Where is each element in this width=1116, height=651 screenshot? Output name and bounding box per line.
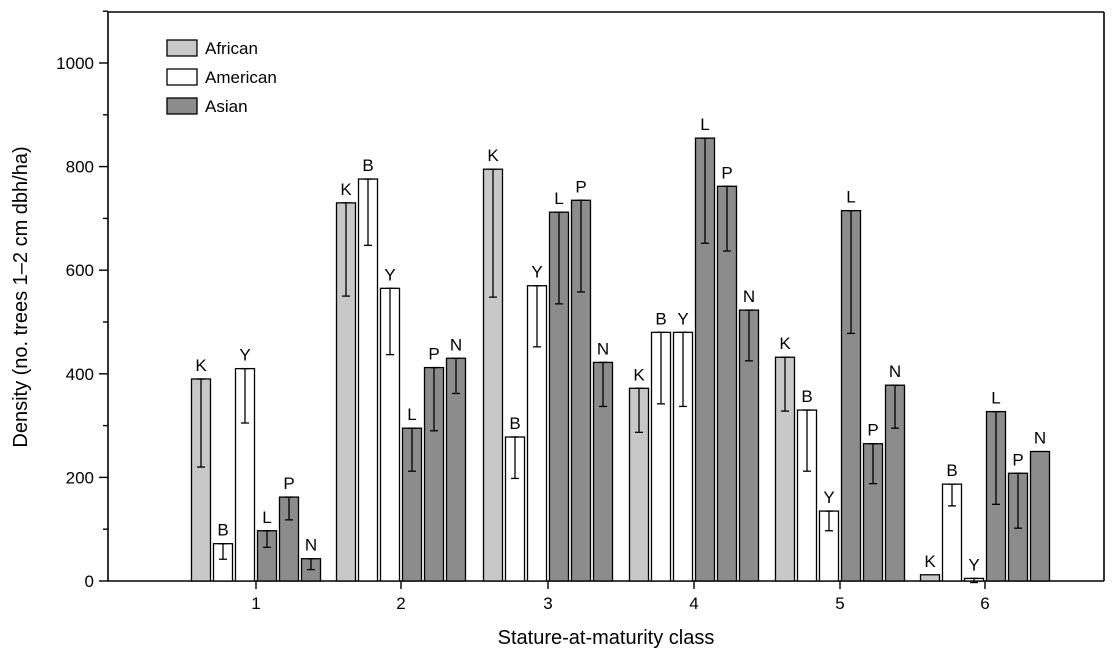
bar-label-g3-Y: Y	[531, 263, 542, 282]
y-axis-title: Density (no. trees 1–2 cm dbh/ha)	[10, 146, 32, 447]
bar-label-g6-Y: Y	[968, 555, 979, 574]
bar-label-g6-P: P	[1012, 450, 1023, 469]
error-bar-g3-N	[599, 361, 607, 408]
x-tick-label-4: 4	[689, 594, 698, 613]
error-bar-g4-N	[745, 309, 753, 362]
error-bar-g4-B	[657, 331, 665, 405]
error-bar-g1-K	[197, 378, 205, 468]
bar-label-g3-B: B	[509, 414, 520, 433]
bar-label-g3-K: K	[487, 146, 499, 165]
error-bar-g2-K	[342, 202, 350, 297]
bar-label-g5-P: P	[867, 421, 878, 440]
bar-label-g5-L: L	[846, 188, 855, 207]
error-bar-g5-P	[869, 443, 877, 485]
bar-label-g2-K: K	[340, 180, 352, 199]
error-bar-g3-L	[555, 211, 563, 305]
error-bar-g1-P	[285, 496, 293, 521]
x-axis-title: Stature-at-maturity class	[498, 627, 715, 649]
bar-label-g3-N: N	[597, 339, 609, 358]
error-bar-g6-B	[948, 483, 956, 507]
legend-label-african: African	[205, 39, 258, 58]
bar-label-g6-K: K	[924, 552, 936, 571]
bar-label-g6-B: B	[946, 461, 957, 480]
error-bar-g1-Y	[241, 367, 249, 424]
error-bar-g3-P	[577, 199, 585, 293]
x-tick-label-3: 3	[543, 594, 552, 613]
x-tick-label-6: 6	[980, 594, 989, 613]
error-bar-g2-Y	[386, 287, 394, 356]
error-bar-g3-K	[489, 168, 497, 298]
y-tick-label-800: 800	[66, 158, 94, 177]
bar-label-g5-Y: Y	[823, 488, 834, 507]
error-bar-g6-P	[1014, 472, 1022, 529]
error-bar-g2-P	[430, 366, 438, 432]
bar-label-g4-P: P	[721, 163, 732, 182]
bar-label-g4-K: K	[633, 365, 645, 384]
bar-label-g1-N: N	[305, 536, 317, 555]
bar-label-g2-N: N	[450, 335, 462, 354]
error-bar-g5-N	[891, 384, 899, 429]
legend: African American Asian	[166, 39, 277, 116]
error-bar-g4-K	[635, 387, 643, 433]
legend-swatch-asian	[166, 97, 198, 115]
error-bar-g4-L	[701, 137, 709, 244]
error-bar-g4-P	[723, 185, 731, 252]
bar-label-g2-Y: Y	[384, 265, 395, 284]
bar-label-g3-P: P	[575, 177, 586, 196]
y-tick-label-400: 400	[66, 365, 94, 384]
legend-label-asian: Asian	[205, 97, 248, 116]
bar-label-g1-Y: Y	[239, 346, 250, 365]
bar-label-g2-P: P	[428, 345, 439, 364]
error-bar-g2-B	[364, 178, 372, 246]
bar-label-g6-L: L	[991, 389, 1000, 408]
bar-label-g1-P: P	[283, 474, 294, 493]
bar-label-g5-B: B	[801, 387, 812, 406]
y-tick-label-200: 200	[66, 468, 94, 487]
bar-label-g2-B: B	[362, 156, 373, 175]
bar-label-g5-N: N	[889, 362, 901, 381]
error-bar-g5-B	[803, 409, 811, 472]
error-bar-g5-Y	[825, 510, 833, 532]
y-ticks: 0 200 400 600 800 1000	[56, 10, 108, 591]
bar-label-g4-Y: Y	[677, 309, 688, 328]
bar-label-g4-L: L	[700, 115, 709, 134]
legend-swatch-american	[166, 68, 198, 86]
error-bar-g5-K	[781, 356, 789, 412]
error-bar-g1-L	[263, 530, 271, 548]
x-tick-label-1: 1	[251, 594, 260, 613]
y-tick-label-1000: 1000	[56, 54, 94, 73]
bar-label-g2-L: L	[407, 405, 416, 424]
error-bar-g6-L	[992, 410, 1000, 505]
bar-label-g4-B: B	[655, 309, 666, 328]
bar-g6-N	[1029, 450, 1051, 582]
error-bar-g3-B	[511, 436, 519, 480]
error-bar-g1-B	[219, 543, 227, 560]
y-tick-label-600: 600	[66, 261, 94, 280]
error-bar-g2-N	[452, 357, 460, 395]
bar-label-g1-L: L	[262, 508, 271, 527]
error-bar-g3-Y	[533, 285, 541, 348]
error-bar-g1-N	[307, 558, 315, 571]
x-tick-label-5: 5	[835, 594, 844, 613]
bar-label-g1-B: B	[217, 521, 228, 540]
bar-label-g5-K: K	[779, 334, 791, 353]
bar-label-g4-N: N	[743, 287, 755, 306]
error-bar-g4-Y	[679, 331, 687, 408]
legend-swatch-african	[166, 39, 198, 57]
error-bar-g6-Y	[970, 577, 978, 584]
x-tick-label-2: 2	[396, 594, 405, 613]
bar-label-g3-L: L	[554, 189, 563, 208]
bar-label-g1-K: K	[195, 356, 207, 375]
bar-label-g6-N: N	[1034, 429, 1046, 448]
legend-label-american: American	[205, 68, 277, 87]
error-bar-g2-L	[408, 427, 416, 472]
bar-g6-K	[919, 574, 941, 582]
y-tick-label-0: 0	[85, 572, 94, 591]
error-bar-g5-L	[847, 209, 855, 335]
x-ticks: 1 2 3 4 5 6	[251, 581, 990, 613]
